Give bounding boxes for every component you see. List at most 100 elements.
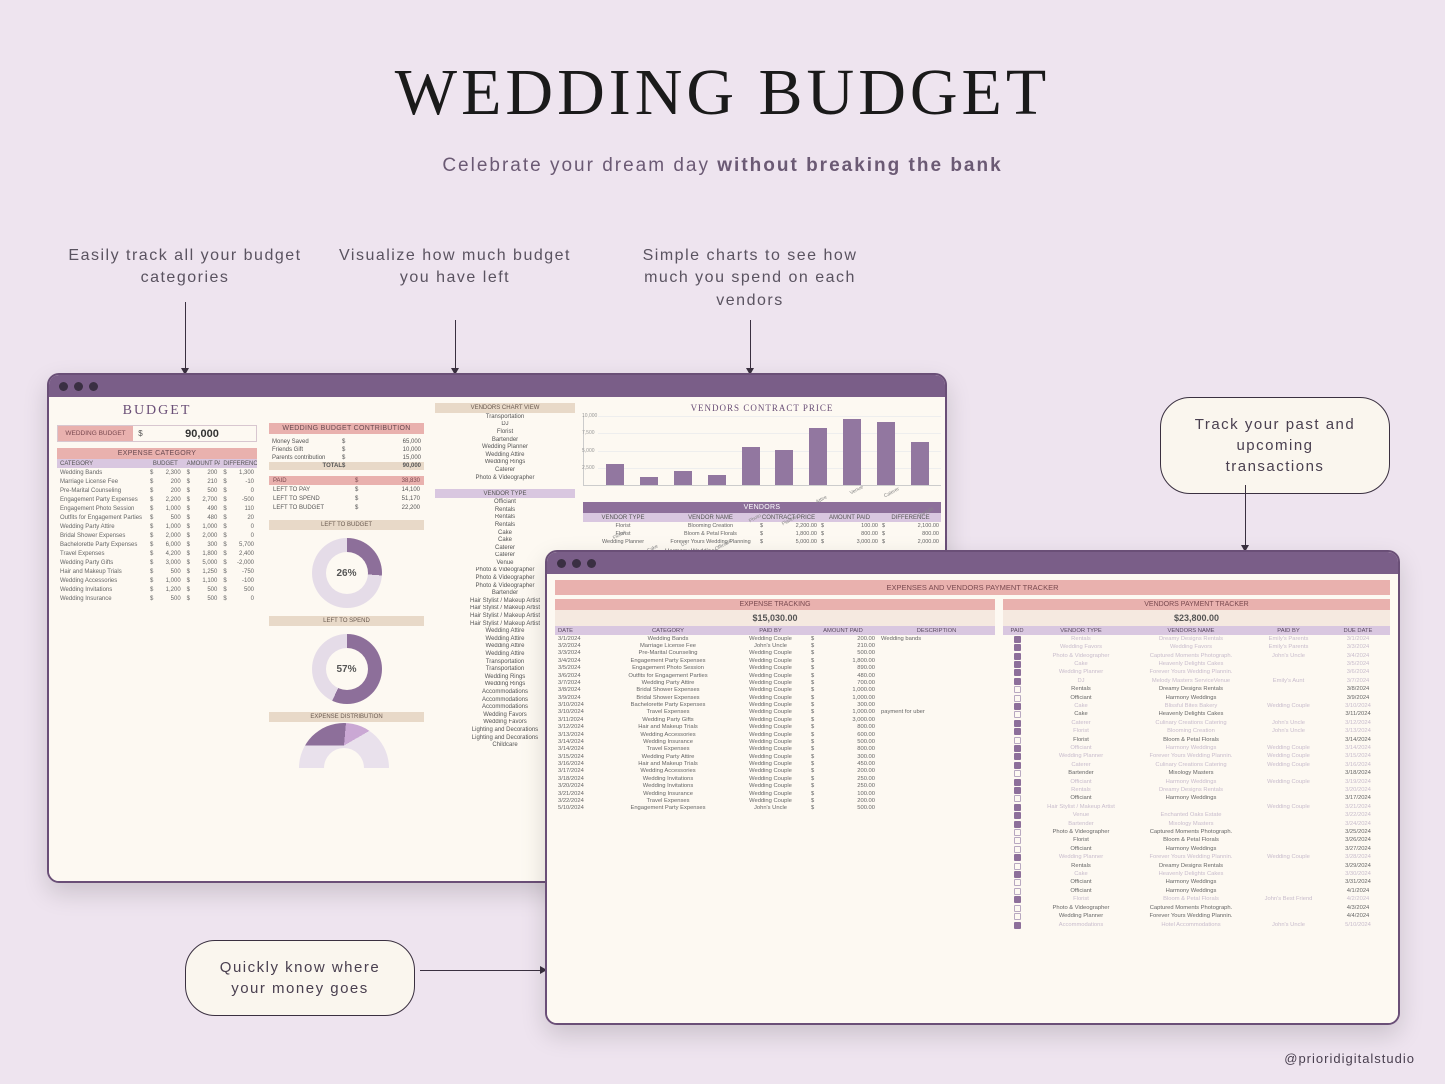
checkbox[interactable] <box>1014 770 1021 777</box>
checkbox[interactable] <box>1014 804 1021 811</box>
table-row[interactable]: CakeHeavenly Delights Cakes3/11/2024 <box>1003 711 1390 719</box>
table-row[interactable]: Wedding PlannerForever Yours Wedding Pla… <box>1003 753 1390 761</box>
checkbox[interactable] <box>1014 846 1021 853</box>
window-dot-icon[interactable] <box>572 559 581 568</box>
table-row[interactable]: VenueEnchanted Oaks Estate3/22/2024 <box>1003 812 1390 820</box>
table-row[interactable]: FloristBlooming CreationJohn's Uncle3/13… <box>1003 727 1390 735</box>
checkbox[interactable] <box>1014 737 1021 744</box>
window-dot-icon[interactable] <box>74 382 83 391</box>
table-row[interactable]: 3/3/2024Pre-Marital CounselingWedding Co… <box>555 650 995 657</box>
table-row[interactable]: 3/13/2024Wedding AccessoriesWedding Coup… <box>555 731 995 738</box>
table-row[interactable]: FloristBloom & Petal Florals3/14/2024 <box>1003 736 1390 744</box>
table-row[interactable]: Photo & VideographerCaptured Moments Pho… <box>1003 904 1390 912</box>
table-row[interactable]: 3/6/2024Outfits for Engagement PartiesWe… <box>555 672 995 679</box>
checkbox[interactable] <box>1014 686 1021 693</box>
checkbox[interactable] <box>1014 661 1021 668</box>
table-row[interactable]: OfficiantHarmony Weddings3/31/2024 <box>1003 879 1390 887</box>
table-row[interactable]: 3/17/2024Wedding AccessoriesWedding Coup… <box>555 768 995 775</box>
checkbox[interactable] <box>1014 812 1021 819</box>
checkbox[interactable] <box>1014 787 1021 794</box>
checkbox[interactable] <box>1014 821 1021 828</box>
wedding-budget-value[interactable]: 90,000 <box>148 428 256 440</box>
table-row[interactable]: OfficiantHarmony Weddings4/1/2024 <box>1003 887 1390 895</box>
table-row[interactable]: CakeBlissful Bites BakeryWedding Couple3… <box>1003 702 1390 710</box>
table-row[interactable]: 3/1/2024Wedding BandsWedding Couple$200.… <box>555 635 995 642</box>
table-row[interactable]: OfficiantHarmony WeddingsWedding Couple3… <box>1003 778 1390 786</box>
checkbox[interactable] <box>1014 669 1021 676</box>
table-row[interactable]: Wedding Party Gifts$3,000$5,000$-2,000 <box>57 558 257 567</box>
checkbox[interactable] <box>1014 896 1021 903</box>
table-row[interactable]: 3/20/2024Wedding InvitationsWedding Coup… <box>555 783 995 790</box>
table-row[interactable]: FloristBlooming Creation$2,200.00$100.00… <box>583 522 941 530</box>
table-row[interactable]: Wedding Bands$2,300$200$1,300 <box>57 468 257 477</box>
table-row[interactable]: Bridal Shower Expenses$2,000$2,000$0 <box>57 531 257 540</box>
table-row[interactable]: BartenderMixology Masters3/18/2024 <box>1003 770 1390 778</box>
table-row[interactable]: Bachelorette Party Expenses$6,000$300$5,… <box>57 540 257 549</box>
table-row[interactable]: 3/21/2024Wedding InsuranceWedding Couple… <box>555 790 995 797</box>
table-row[interactable]: OfficiantHarmony WeddingsWedding Couple3… <box>1003 744 1390 752</box>
table-row[interactable]: Photo & VideographerCaptured Moments Pho… <box>1003 652 1390 660</box>
table-row[interactable]: Travel Expenses$4,200$1,800$2,400 <box>57 549 257 558</box>
table-row[interactable]: Wedding Insurance$500$500$0 <box>57 594 257 603</box>
table-row[interactable]: CakeHeavenly Delights Cakes3/5/2024 <box>1003 660 1390 668</box>
checkbox[interactable] <box>1014 703 1021 710</box>
checkbox[interactable] <box>1014 795 1021 802</box>
table-row[interactable]: 3/9/2024Bridal Shower ExpensesWedding Co… <box>555 694 995 701</box>
table-row[interactable]: 3/14/2024Travel ExpensesWedding Couple$8… <box>555 746 995 753</box>
checkbox[interactable] <box>1014 753 1021 760</box>
checkbox[interactable] <box>1014 837 1021 844</box>
table-row[interactable]: Wedding Party Attire$1,000$1,000$0 <box>57 522 257 531</box>
checkbox[interactable] <box>1014 745 1021 752</box>
checkbox[interactable] <box>1014 854 1021 861</box>
checkbox[interactable] <box>1014 711 1021 718</box>
table-row[interactable]: 3/22/2024Travel ExpensesWedding Couple$2… <box>555 797 995 804</box>
table-row[interactable]: OfficiantHarmony Weddings3/17/2024 <box>1003 795 1390 803</box>
window-dot-icon[interactable] <box>59 382 68 391</box>
table-row[interactable]: 3/7/2024Wedding Party AttireWedding Coup… <box>555 679 995 686</box>
table-row[interactable]: Money Saved$65,000 <box>269 438 424 446</box>
table-row[interactable]: Engagement Photo Session$1,000$490$110 <box>57 504 257 513</box>
checkbox[interactable] <box>1014 678 1021 685</box>
table-row[interactable]: RentalsDreamy Designs RentalsEmily's Par… <box>1003 635 1390 643</box>
table-row[interactable]: CatererCulinary Creations CateringWeddin… <box>1003 761 1390 769</box>
table-row[interactable]: FloristBloom & Petal Florals3/26/2024 <box>1003 837 1390 845</box>
table-row[interactable]: Engagement Party Expenses$2,200$2,700$-5… <box>57 495 257 504</box>
checkbox[interactable] <box>1014 879 1021 886</box>
table-row[interactable]: Friends Gift$10,000 <box>269 446 424 454</box>
checkbox[interactable] <box>1014 829 1021 836</box>
window-dot-icon[interactable] <box>587 559 596 568</box>
table-row[interactable]: Wedding PlannerForever Yours Wedding Pla… <box>583 538 941 546</box>
table-row[interactable]: Wedding Invitations$1,200$500$500 <box>57 585 257 594</box>
window-dot-icon[interactable] <box>89 382 98 391</box>
table-row[interactable]: 3/14/2024Wedding InsuranceWedding Couple… <box>555 738 995 745</box>
table-row[interactable]: RentalsDreamy Designs Rentals3/20/2024 <box>1003 786 1390 794</box>
table-row[interactable]: Wedding PlannerForever Yours Wedding Pla… <box>1003 669 1390 677</box>
table-row[interactable]: 3/12/2024Hair and Makeup TrialsWedding C… <box>555 724 995 731</box>
table-row[interactable]: Wedding FavorsWedding FavorsEmily's Pare… <box>1003 643 1390 651</box>
table-row[interactable]: 3/18/2024Wedding InvitationsWedding Coup… <box>555 775 995 782</box>
table-row[interactable]: CakeHeavenly Delights Cakes3/30/2024 <box>1003 870 1390 878</box>
checkbox[interactable] <box>1014 779 1021 786</box>
checkbox[interactable] <box>1014 863 1021 870</box>
table-row[interactable]: FloristBloom & Petal Florals$1,800.00$80… <box>583 530 941 538</box>
table-row[interactable]: Photo & VideographerCaptured Moments Pho… <box>1003 828 1390 836</box>
table-row[interactable]: AccommodationsHotel AccommodationsJohn's… <box>1003 921 1390 929</box>
table-row[interactable]: RentalsDreamy Designs Rentals3/29/2024 <box>1003 862 1390 870</box>
table-row[interactable]: RentalsDreamy Designs Rentals3/8/2024 <box>1003 685 1390 693</box>
window-dot-icon[interactable] <box>557 559 566 568</box>
table-row[interactable]: OfficiantHarmony Weddings3/9/2024 <box>1003 694 1390 702</box>
table-row[interactable]: Pre-Marital Counseling$200$500$0 <box>57 486 257 495</box>
table-row[interactable]: 3/10/2024Bachelorette Party ExpensesWedd… <box>555 701 995 708</box>
table-row[interactable]: 3/16/2024Hair and Makeup TrialsWedding C… <box>555 760 995 767</box>
checkbox[interactable] <box>1014 653 1021 660</box>
table-row[interactable]: 3/10/2024Travel ExpensesWedding Couple$1… <box>555 709 995 716</box>
table-row[interactable]: DJMelody Masters ServiceVenueEmily's Aun… <box>1003 677 1390 685</box>
checkbox[interactable] <box>1014 695 1021 702</box>
table-row[interactable]: 3/15/2024Wedding Party AttireWedding Cou… <box>555 753 995 760</box>
checkbox[interactable] <box>1014 644 1021 651</box>
checkbox[interactable] <box>1014 888 1021 895</box>
checkbox[interactable] <box>1014 871 1021 878</box>
table-row[interactable]: CatererCulinary Creations CateringJohn's… <box>1003 719 1390 727</box>
table-row[interactable]: Wedding Accessories$1,000$1,100$-100 <box>57 576 257 585</box>
table-row[interactable]: OfficiantHarmony Weddings3/27/2024 <box>1003 845 1390 853</box>
